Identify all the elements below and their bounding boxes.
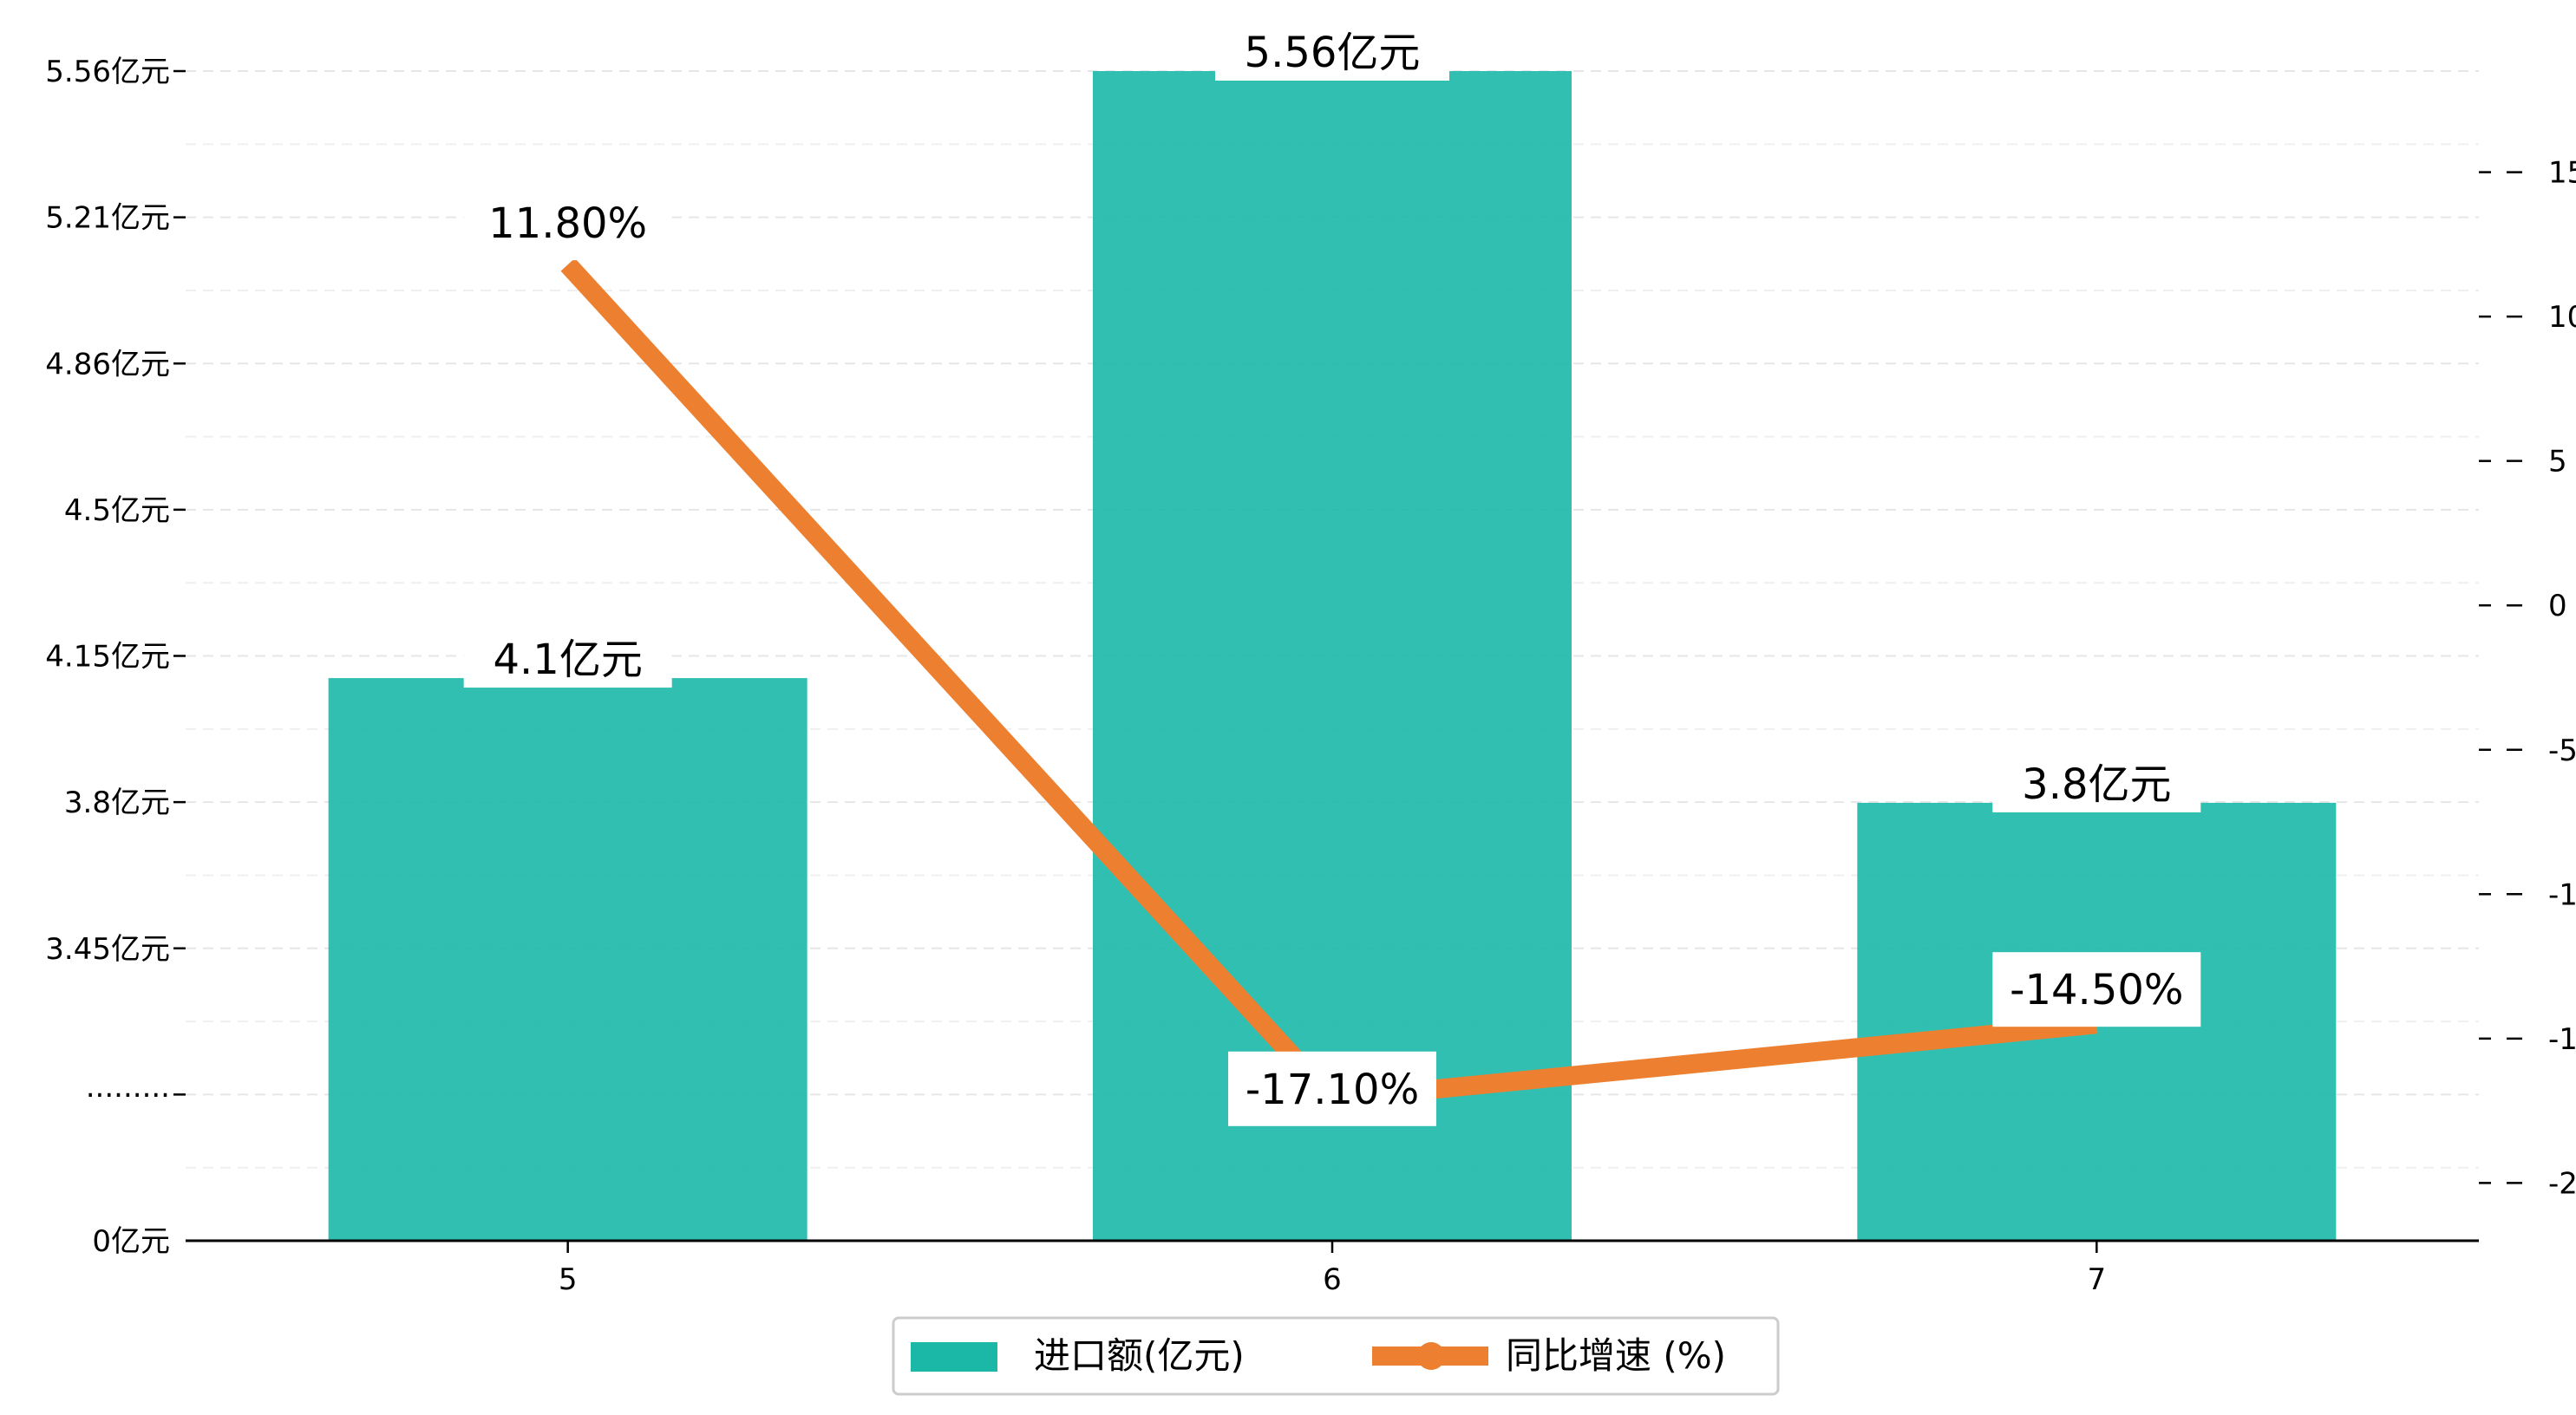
line-value-label-box	[1228, 1051, 1436, 1126]
line-value-label: -17.10%	[1246, 1066, 1419, 1114]
x-tick-label: 6	[1323, 1262, 1342, 1297]
axes: 0亿元 ········· 3.45亿元 3.8亿元 4.15亿元 4.5亿元 4.86亿元…	[45, 55, 2576, 1297]
bar-5	[328, 678, 807, 1241]
left-tick-label: 5.56亿元	[45, 55, 170, 89]
right-tick-label: 10	[2548, 300, 2576, 335]
right-tick-label: 0	[2548, 589, 2567, 623]
left-tick-label: 4.86亿元	[45, 347, 170, 381]
legend-bar-swatch	[911, 1342, 997, 1372]
bar-value-label-box	[463, 630, 672, 688]
legend-bar-label: 进口额(亿元)	[1034, 1334, 1245, 1377]
bar-value-label-box	[1215, 23, 1449, 81]
legend-box	[892, 1316, 1780, 1396]
legend: 进口额(亿元) 同比增速 (%)	[892, 1316, 1780, 1396]
data-labels: 4.1亿元 5.56亿元 3.8亿元 11.80% -17.10% -14.50%	[463, 23, 2201, 1126]
right-tick-label: 5	[2548, 445, 2567, 479]
right-tick-label: -20	[2548, 1166, 2576, 1201]
bar-value-label-box	[1992, 754, 2201, 812]
left-tick-label: ·········	[86, 1078, 170, 1112]
bar-value-label: 4.1亿元	[493, 636, 642, 684]
left-tick-label: 5.21亿元	[45, 201, 170, 236]
right-tick-label: -15	[2548, 1022, 2576, 1057]
right-tick-label: -5	[2548, 734, 2576, 768]
x-tick-label: 7	[2088, 1262, 2107, 1297]
left-tick-label: 3.8亿元	[64, 786, 170, 820]
line-value-label: 11.80%	[488, 199, 647, 248]
bar-value-label: 5.56亿元	[1245, 29, 1421, 77]
line-value-label-box	[1992, 952, 2201, 1027]
legend-line-label: 同比增速 (%)	[1506, 1334, 1726, 1377]
right-tick-label: 15	[2548, 156, 2576, 191]
right-tick-label: -10	[2548, 877, 2576, 912]
bar-value-label: 3.8亿元	[2022, 760, 2171, 809]
left-tick-label: 4.15亿元	[45, 640, 170, 675]
left-tick-label: 3.45亿元	[45, 932, 170, 967]
bar-6	[1093, 71, 1572, 1241]
line-value-label-box	[463, 186, 672, 261]
left-tick-label: 4.5亿元	[64, 493, 170, 528]
bar-series	[328, 71, 2337, 1241]
line-value-label: -14.50%	[2010, 966, 2183, 1014]
x-tick-label: 5	[559, 1262, 578, 1297]
left-tick-label: 0亿元	[92, 1224, 170, 1259]
legend-line-marker	[1417, 1342, 1445, 1370]
